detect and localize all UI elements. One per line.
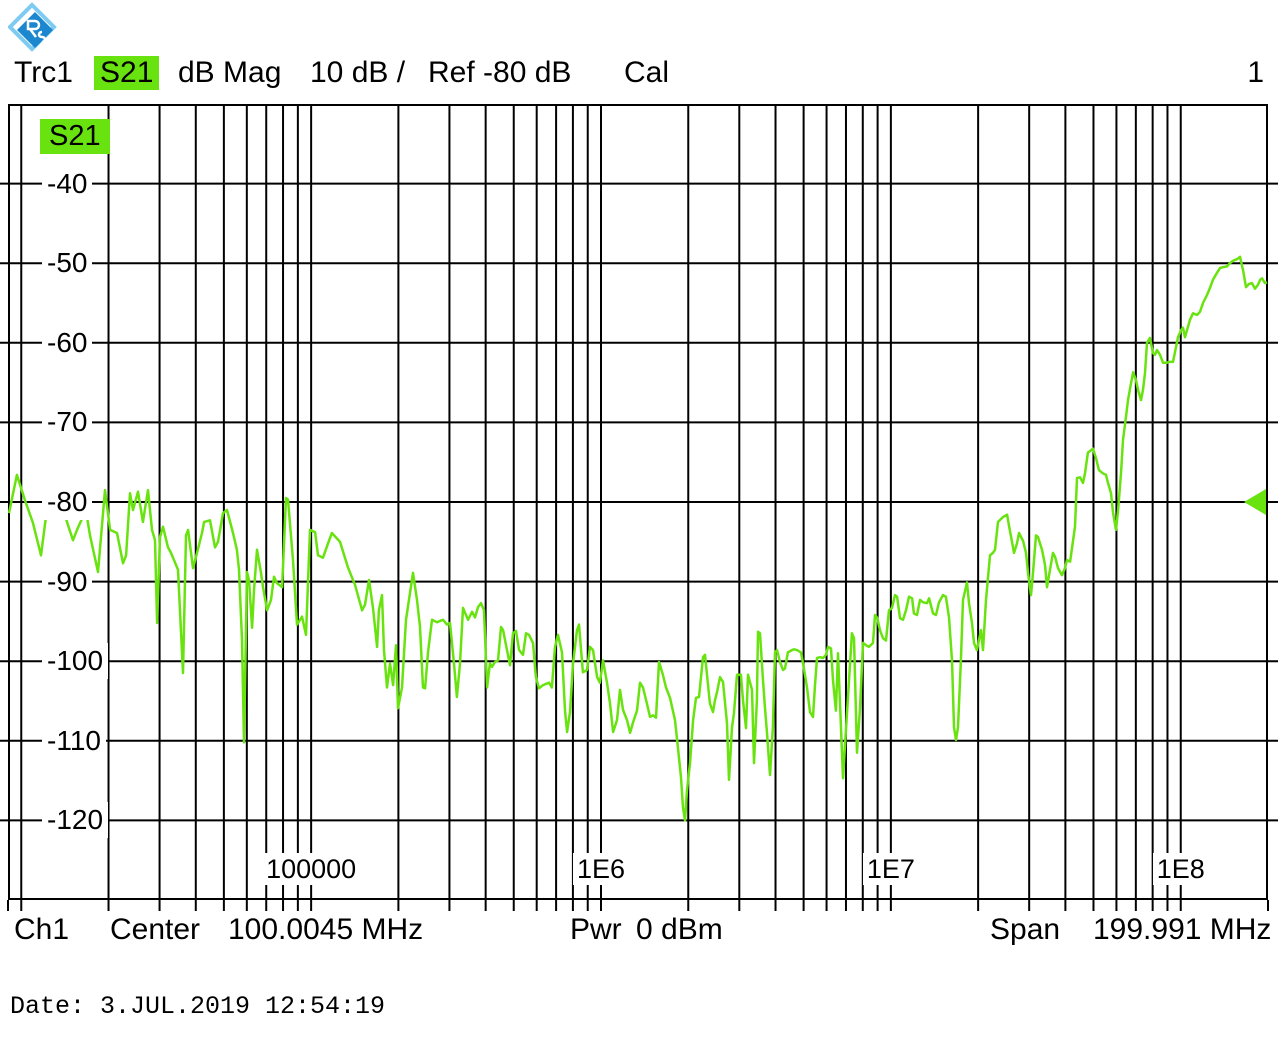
x-axis-label: 1E8: [1152, 853, 1209, 885]
trace-label[interactable]: Trc1: [14, 56, 73, 89]
rohde-schwarz-logo: [8, 2, 57, 52]
x-axis-label: 1E6: [572, 853, 630, 885]
center-label[interactable]: Center: [110, 913, 201, 946]
y-axis-label: -120: [42, 802, 109, 839]
y-axis-label: -70: [42, 404, 93, 441]
y-axis-label: -90: [42, 563, 93, 600]
y-axis-label: -50: [42, 245, 93, 282]
channel-number: 1: [1247, 56, 1264, 89]
trace-reference[interactable]: Ref -80 dB: [428, 56, 572, 89]
plot-border: [8, 104, 1268, 900]
y-axis-label: -40: [42, 165, 93, 202]
span-value[interactable]: 199.991 MHz: [1093, 913, 1272, 946]
trace-format[interactable]: dB Mag: [178, 56, 282, 89]
date-time-stamp: Date: 3.JUL.2019 12:54:19: [10, 992, 386, 1021]
y-axis-label: -100: [42, 643, 109, 680]
power-value[interactable]: 0 dBm: [636, 913, 723, 946]
channel-label[interactable]: Ch1: [14, 913, 70, 946]
s21-trace: [7, 255, 1268, 822]
trace-parameter-badge[interactable]: S21: [94, 56, 160, 90]
ref-level-marker: [1244, 489, 1266, 515]
x-axis-label: 100000: [262, 853, 361, 885]
power-label[interactable]: Pwr: [570, 913, 622, 946]
y-axis-label: -80: [42, 484, 93, 520]
y-axis-label: -60: [42, 324, 93, 361]
cal-status: Cal: [624, 56, 670, 89]
span-label[interactable]: Span: [990, 913, 1061, 946]
trace-name-tag[interactable]: S21: [40, 119, 110, 154]
center-value[interactable]: 100.0045 MHz: [228, 913, 424, 946]
trace-scale[interactable]: 10 dB /: [310, 56, 406, 89]
y-axis-label: -110: [42, 722, 106, 759]
x-axis-label: 1E7: [862, 853, 919, 885]
